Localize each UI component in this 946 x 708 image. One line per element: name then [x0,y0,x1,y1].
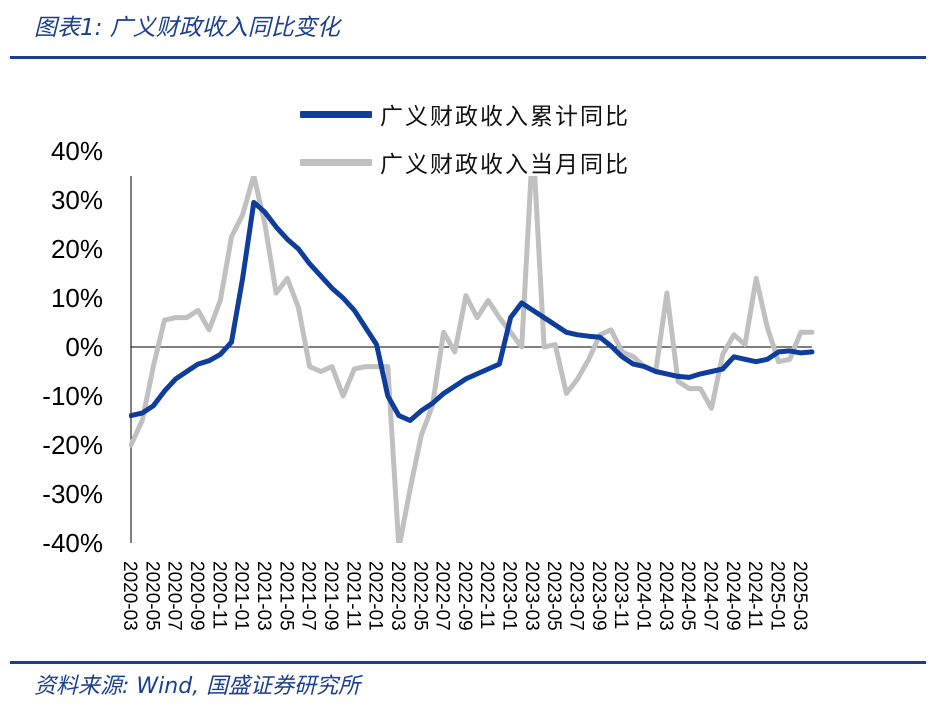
x-tick-label: 2024-03 [655,561,676,631]
x-tick-label: 2021-07 [298,561,319,631]
legend-label-monthly: 广义财政收入当月同比 [380,152,630,178]
legend-item-monthly: 广义财政收入当月同比 [300,138,630,186]
x-tick-label: 2022-07 [432,561,453,631]
x-tick-label: 2022-09 [454,561,475,631]
bottom-rule [10,661,926,664]
x-tick-label: 2023-03 [521,561,542,631]
x-tick-label: 2024-11 [744,561,765,629]
top-rule [10,56,926,59]
x-tick-label: 2023-07 [566,561,587,631]
x-tick-label: 2021-03 [253,561,274,631]
x-tick-label: 2025-03 [789,561,810,631]
x-tick-label: 2020-09 [186,561,207,631]
series-layer [129,176,815,543]
x-tick-label: 2024-05 [677,561,698,631]
x-tick-label: 2021-09 [320,561,341,631]
y-tick-label: 40% [51,136,103,166]
x-tick-label: 2022-03 [387,561,408,631]
x-tick-label: 2022-11 [476,561,497,629]
y-tick-label: -10% [42,381,103,411]
x-tick-label: 2024-07 [700,561,721,631]
x-tick-label: 2020-03 [119,561,140,631]
x-tick-label: 2023-11 [610,561,631,629]
y-tick-label: 30% [51,185,103,215]
series-line-cumulative [129,199,815,423]
legend-item-cumulative: 广义财政收入累计同比 [300,90,630,138]
x-axis: 2020-03 2020-05 2020-07 2020-09 2020-11 2021-… [119,346,812,631]
y-tick-label: 20% [51,234,103,264]
x-tick-label: 2023-05 [543,561,564,631]
y-tick-label: -20% [42,430,103,460]
legend-swatch-monthly [300,158,372,166]
x-tick-label: 2021-01 [231,561,252,631]
x-tick-label: 2021-05 [275,561,296,631]
x-tick-label: 2024-09 [722,561,743,631]
x-tick-label: 2021-11 [342,561,363,629]
legend-swatch-cumulative [300,110,372,118]
y-tick-label: 0% [65,332,103,362]
x-tick-label: 2024-01 [633,561,654,631]
y-axis: 40% 30% 20% 10% 0% -10% -20% -30% -40% [42,136,132,558]
y-tick-label: -40% [42,528,103,558]
x-tick-label: 2020-05 [141,561,162,631]
source-note: 资料来源: Wind, 国盛证券研究所 [34,674,361,699]
figure-title: 图表1: 广义财政收入同比变化 [34,15,340,41]
x-tick-label: 2022-01 [365,561,386,631]
legend-label-cumulative: 广义财政收入累计同比 [380,104,630,130]
x-tick-label: 2022-05 [409,561,430,631]
x-tick-label: 2023-01 [499,561,520,631]
y-tick-label: -30% [42,479,103,509]
x-tick-label: 2020-07 [164,561,185,631]
x-tick-label: 2020-11 [208,561,229,629]
series-line-monthly [129,176,815,543]
x-tick-label: 2025-01 [767,561,788,631]
y-tick-label: 10% [51,283,103,313]
x-tick-label: 2023-09 [588,561,609,631]
legend: 广义财政收入累计同比 广义财政收入当月同比 [300,90,630,186]
